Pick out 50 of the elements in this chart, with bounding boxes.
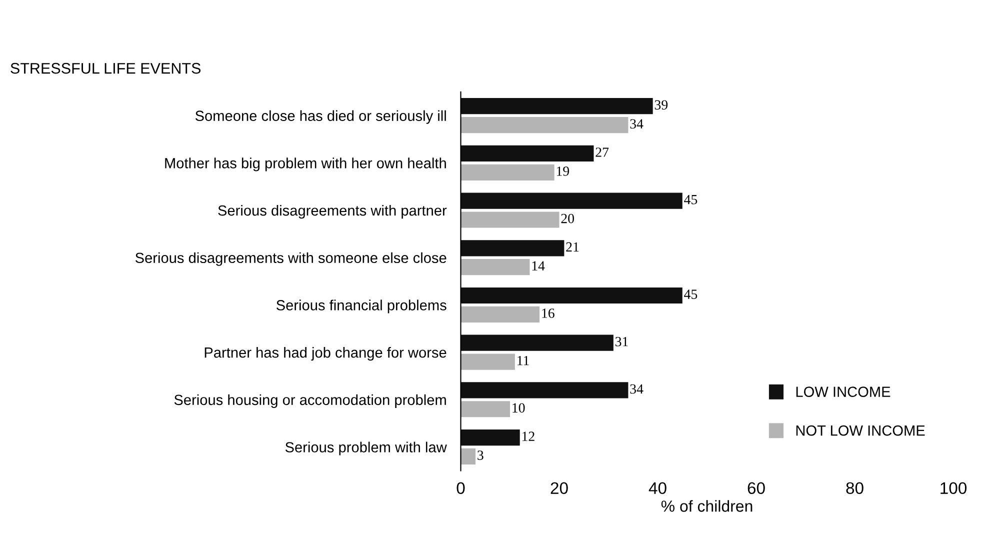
x-tick-label: 0 — [456, 482, 465, 494]
data-label: 3 — [478, 450, 484, 460]
y-tick-label: Mother has big problem with her own health — [165, 158, 446, 172]
x-axis-title: % of children — [661, 500, 752, 512]
data-label: 12 — [522, 432, 534, 441]
y-tick-label: Serious disagreements with partner — [218, 204, 447, 219]
data-label: 16 — [542, 308, 554, 318]
y-tick-label: Serious housing or accomodation problem — [174, 394, 446, 408]
data-label: 14 — [532, 261, 545, 270]
x-tick-label: 60 — [748, 482, 765, 494]
bar — [460, 259, 530, 276]
bar — [460, 98, 653, 114]
data-label: 34 — [630, 384, 644, 394]
bar — [460, 117, 628, 134]
bar — [460, 145, 594, 162]
bar — [460, 212, 560, 228]
data-label: 45 — [684, 290, 698, 299]
x-tick-label: 80 — [846, 482, 864, 494]
legend-label: LOW INCOME — [796, 386, 890, 397]
bar — [460, 448, 476, 465]
x-tick-label: 20 — [550, 482, 568, 494]
x-tick-label: 100 — [940, 482, 967, 494]
data-label: 27 — [596, 148, 609, 157]
bar — [460, 382, 628, 398]
x-tick-label: 40 — [648, 482, 666, 494]
data-label: 45 — [684, 194, 698, 204]
bar — [460, 192, 682, 209]
data-label: 20 — [561, 214, 574, 224]
data-label: 11 — [518, 356, 529, 366]
bar — [460, 429, 520, 446]
data-label: 39 — [654, 100, 668, 110]
bar — [460, 306, 540, 322]
data-label: 31 — [615, 336, 628, 346]
y-tick-label: Serious problem with law — [285, 442, 447, 456]
data-label: 21 — [566, 242, 579, 252]
data-label: 19 — [556, 166, 570, 176]
bar — [460, 287, 682, 304]
bar — [460, 164, 554, 180]
y-tick-label: Someone close has died or seriously ill — [195, 110, 446, 124]
bar — [460, 401, 510, 418]
data-label: 10 — [512, 403, 525, 413]
bar — [460, 354, 515, 370]
bar — [460, 334, 614, 351]
bar — [460, 240, 564, 256]
text: STRESSFUL LIFE EVENTS — [10, 62, 201, 74]
y-tick-label: Partner has had job change for worse — [204, 347, 446, 361]
data-label: 34 — [630, 119, 644, 129]
y-tick-label: Serious financial problems — [276, 300, 446, 314]
y-tick-label: Serious disagreements with someone else close — [135, 252, 446, 266]
legend-label: NOT LOW INCOME — [796, 425, 925, 436]
